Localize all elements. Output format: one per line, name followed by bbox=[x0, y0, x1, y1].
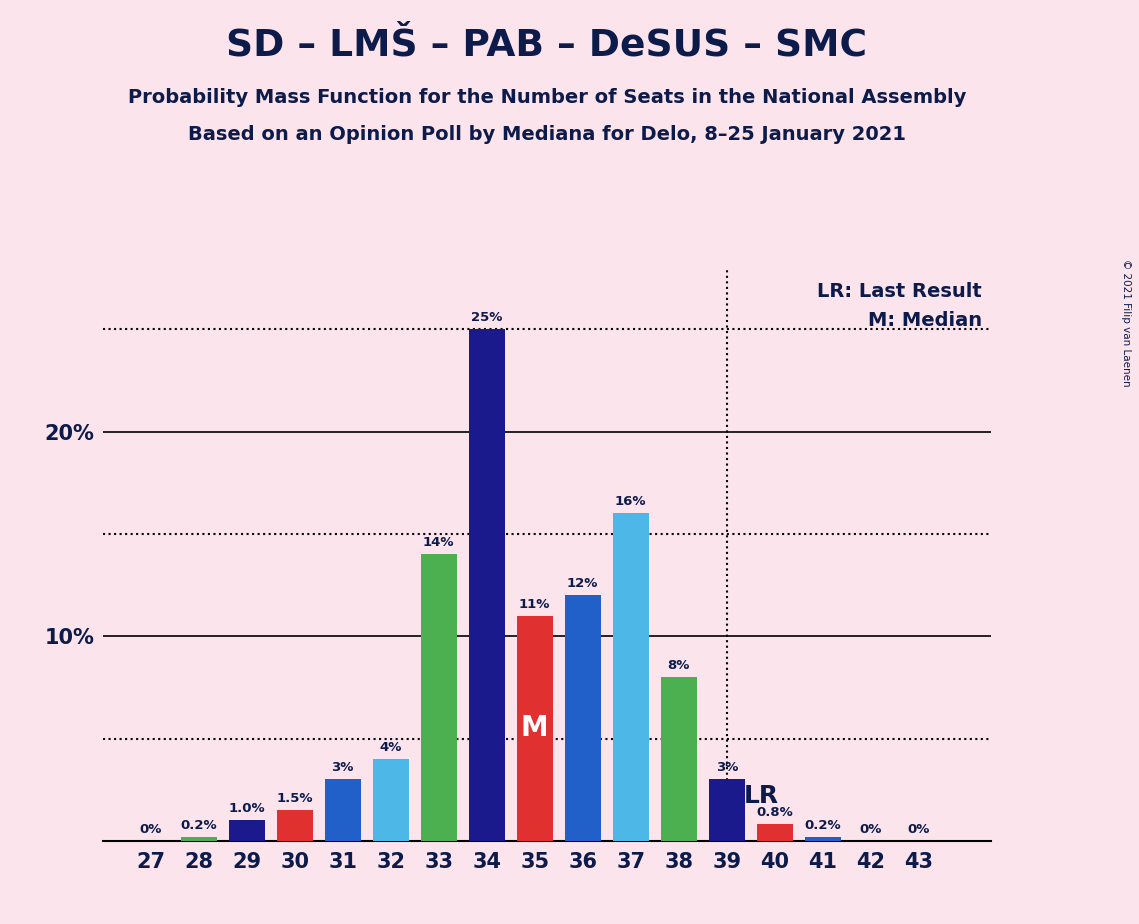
Bar bbox=[565, 595, 600, 841]
Text: 0%: 0% bbox=[860, 822, 882, 835]
Text: 0.2%: 0.2% bbox=[804, 819, 842, 832]
Bar bbox=[517, 615, 552, 841]
Bar bbox=[708, 780, 745, 841]
Text: 0.2%: 0.2% bbox=[180, 819, 216, 832]
Bar bbox=[325, 780, 361, 841]
Text: 3%: 3% bbox=[331, 761, 354, 774]
Text: 25%: 25% bbox=[472, 311, 502, 324]
Text: 16%: 16% bbox=[615, 495, 647, 508]
Text: 0%: 0% bbox=[908, 822, 931, 835]
Text: Based on an Opinion Poll by Mediana for Delo, 8–25 January 2021: Based on an Opinion Poll by Mediana for … bbox=[188, 125, 906, 144]
Text: 3%: 3% bbox=[715, 761, 738, 774]
Text: SD – LMŠ – PAB – DeSUS – SMC: SD – LMŠ – PAB – DeSUS – SMC bbox=[227, 28, 867, 64]
Bar bbox=[229, 821, 264, 841]
Bar bbox=[468, 329, 505, 841]
Text: 1.0%: 1.0% bbox=[228, 802, 265, 815]
Text: Probability Mass Function for the Number of Seats in the National Assembly: Probability Mass Function for the Number… bbox=[128, 88, 966, 107]
Bar bbox=[805, 837, 841, 841]
Text: 0.8%: 0.8% bbox=[756, 807, 793, 820]
Bar bbox=[277, 810, 312, 841]
Text: © 2021 Filip van Laenen: © 2021 Filip van Laenen bbox=[1121, 259, 1131, 386]
Text: LR: Last Result: LR: Last Result bbox=[818, 283, 982, 301]
Text: 4%: 4% bbox=[379, 741, 402, 754]
Text: M: Median: M: Median bbox=[868, 310, 982, 330]
Bar bbox=[613, 514, 649, 841]
Text: 0%: 0% bbox=[139, 822, 162, 835]
Bar bbox=[756, 824, 793, 841]
Text: 1.5%: 1.5% bbox=[277, 792, 313, 805]
Bar bbox=[661, 677, 697, 841]
Text: 14%: 14% bbox=[423, 536, 454, 549]
Bar bbox=[372, 759, 409, 841]
Text: 8%: 8% bbox=[667, 659, 690, 672]
Bar bbox=[181, 837, 216, 841]
Text: LR: LR bbox=[744, 784, 779, 808]
Text: 11%: 11% bbox=[519, 598, 550, 611]
Text: 12%: 12% bbox=[567, 578, 598, 590]
Text: M: M bbox=[521, 714, 549, 742]
Bar bbox=[420, 554, 457, 841]
